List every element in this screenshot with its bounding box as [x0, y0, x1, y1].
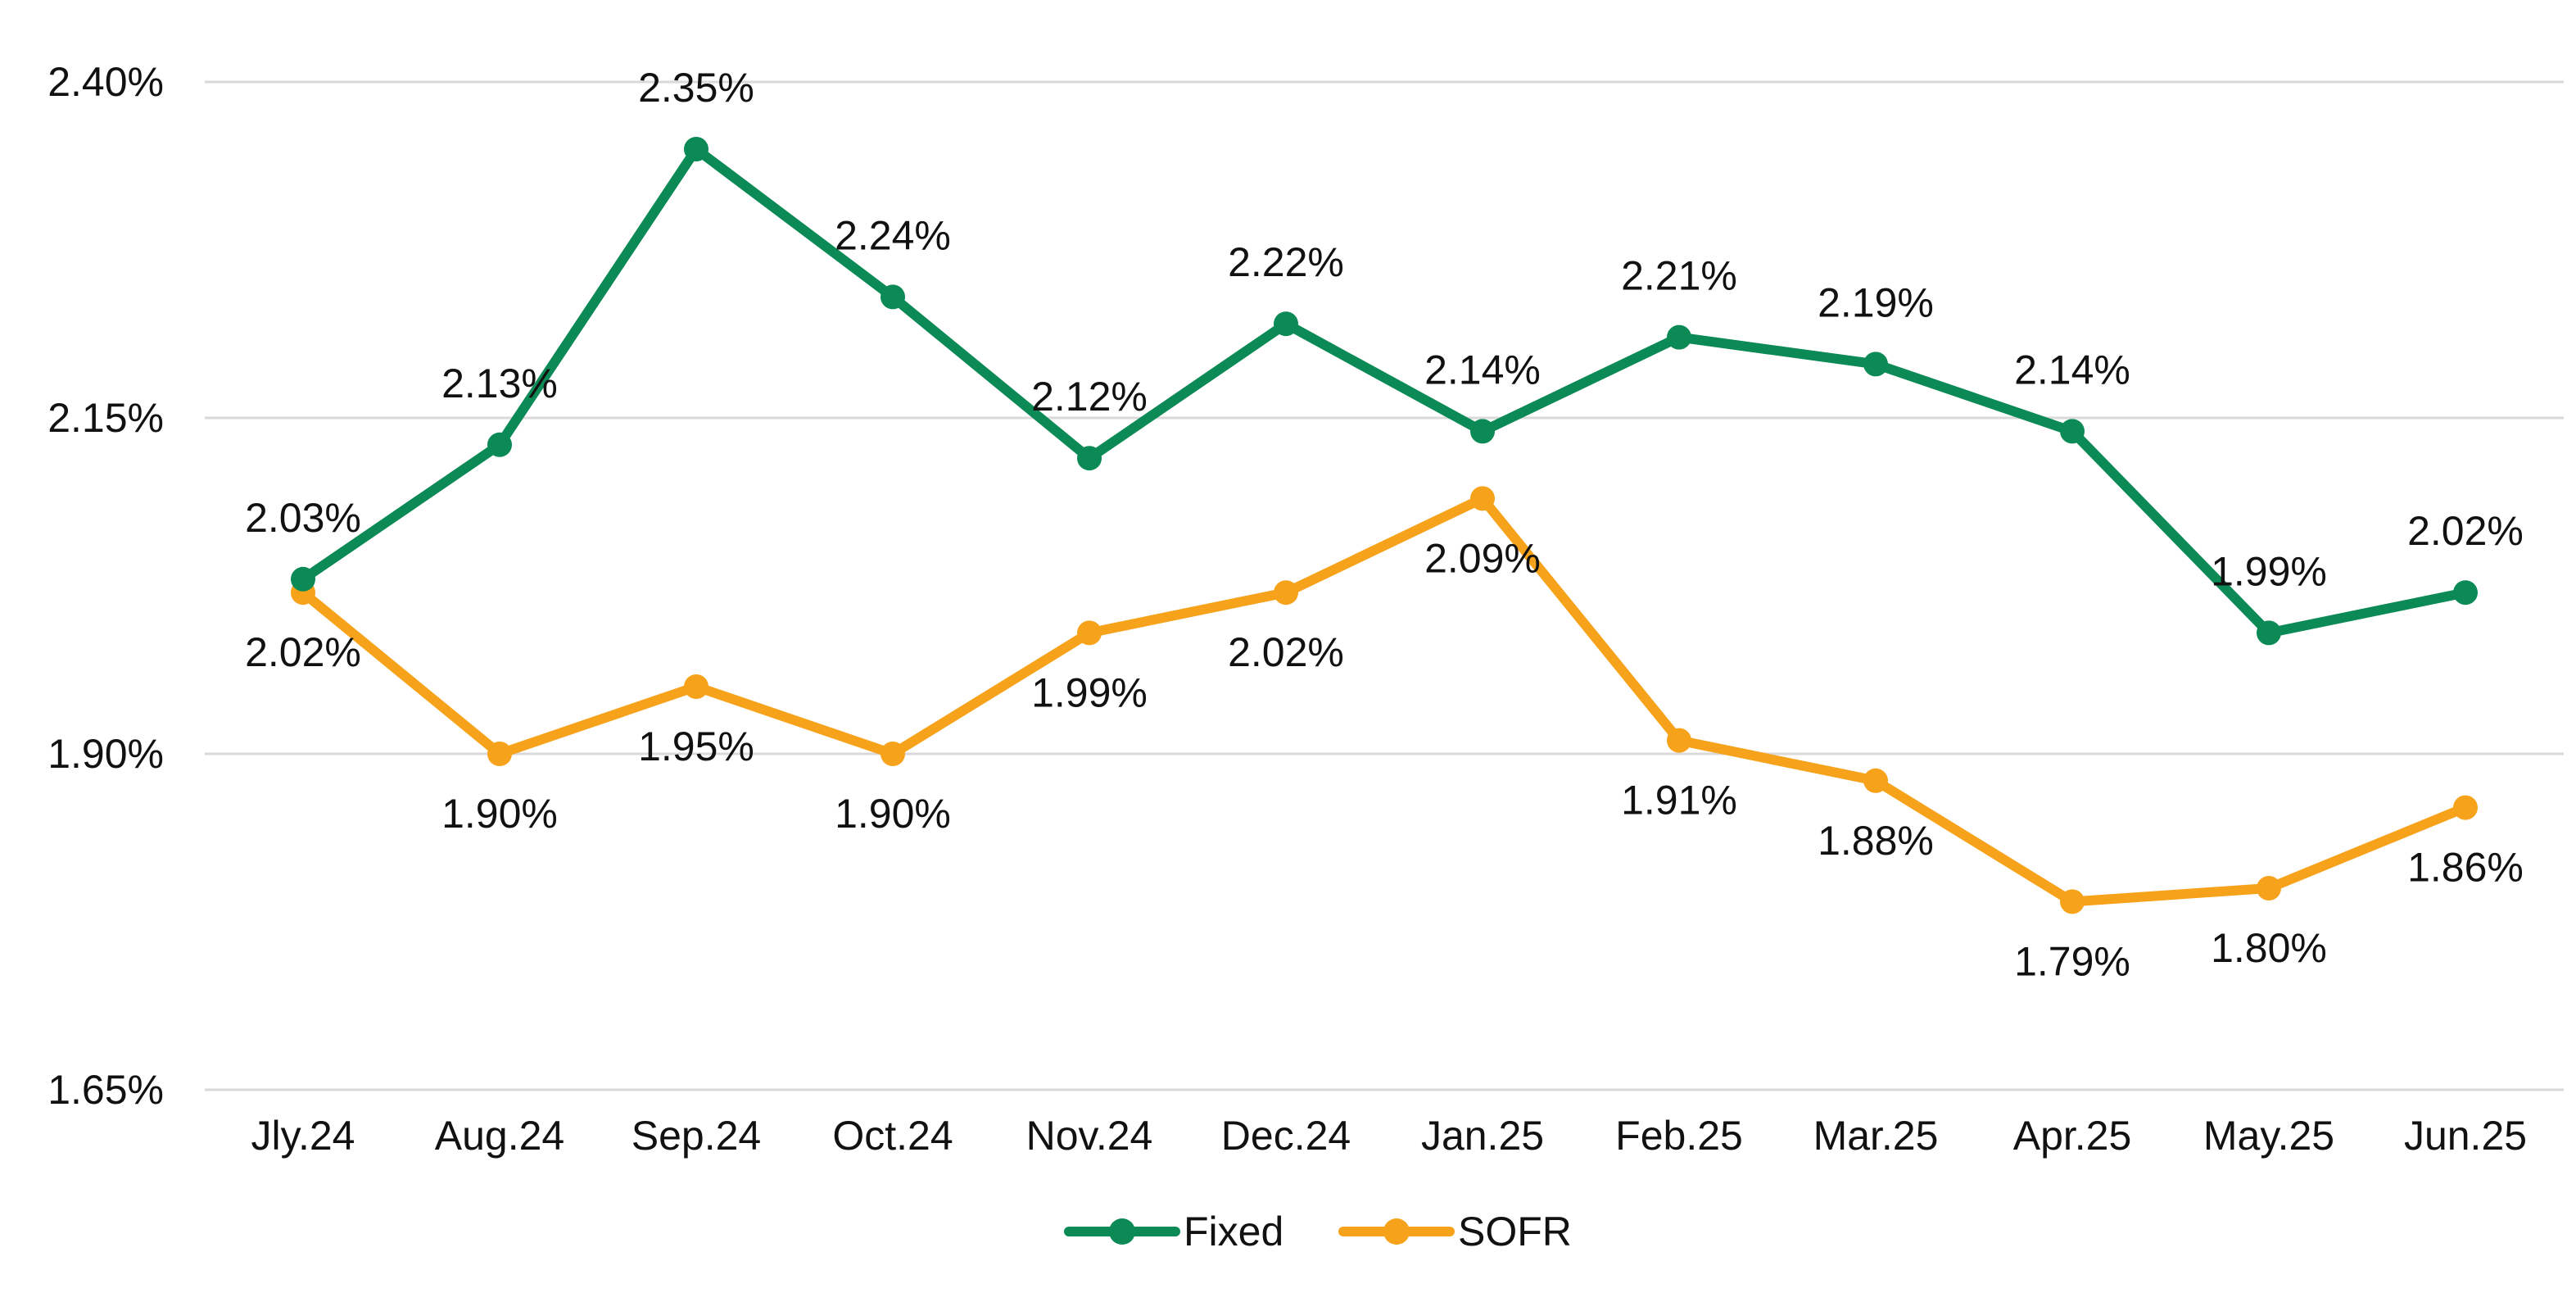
data-point [487, 742, 512, 766]
x-tick-label: Jly.24 [251, 1113, 355, 1159]
data-label: 1.90% [441, 791, 558, 837]
data-label: 2.35% [638, 65, 754, 111]
x-tick-label: May.25 [2203, 1113, 2334, 1159]
series-sofr [291, 486, 2478, 914]
data-label: 2.02% [245, 629, 361, 675]
data-label: 1.86% [2407, 845, 2524, 891]
data-label: 2.02% [1228, 629, 1344, 675]
data-label: 2.24% [835, 212, 951, 258]
data-point [487, 432, 512, 457]
data-label: 1.88% [1818, 818, 1934, 864]
data-point [291, 566, 315, 592]
series-fixed [291, 137, 2478, 646]
data-point [2060, 889, 2085, 914]
data-labels: 2.03% 2.13% 2.35% 2.24% 2.12% 2.22% 2.14% 2.21%… [245, 65, 2524, 984]
data-point [1274, 580, 1298, 606]
data-label: 1.91% [1621, 778, 1737, 823]
legend-label: Fixed [1184, 1209, 1283, 1254]
y-tick-label: 2.40% [48, 59, 164, 105]
data-point [2257, 620, 2281, 646]
y-tick-label: 1.90% [48, 731, 164, 777]
data-point [1470, 486, 1495, 511]
data-label: 2.22% [1228, 239, 1344, 285]
legend-label: SOFR [1458, 1209, 1572, 1254]
data-label: 2.03% [245, 495, 361, 541]
data-point [1077, 620, 1102, 646]
series [291, 137, 2478, 914]
data-point [684, 674, 709, 699]
data-point [2453, 795, 2478, 820]
grid-lines [205, 80, 2564, 1091]
series-line [298, 493, 2470, 907]
x-tick-label: Nov.24 [1026, 1113, 1153, 1159]
data-label: 1.99% [2211, 548, 2327, 594]
legend-item-fixed: Fixed [1064, 1209, 1283, 1254]
data-label: 2.02% [2407, 508, 2524, 554]
data-point [1863, 352, 1888, 377]
data-label: 2.13% [441, 361, 558, 406]
data-label: 2.14% [2014, 347, 2130, 392]
y-tick-label: 1.65% [48, 1067, 164, 1113]
y-axis-ticks: 1.65% 1.90% 2.15% 2.40% [48, 59, 164, 1113]
data-label: 2.19% [1818, 279, 1934, 325]
data-point [881, 284, 905, 310]
data-point [1667, 728, 1691, 753]
x-tick-label: Aug.24 [435, 1113, 564, 1159]
x-tick-label: Apr.25 [2013, 1113, 2132, 1159]
y-tick-label: 2.15% [48, 395, 164, 441]
data-point [2257, 876, 2281, 901]
data-label: 2.14% [1424, 347, 1541, 392]
x-tick-label: Feb.25 [1615, 1113, 1743, 1159]
legend: Fixed SOFR [1064, 1209, 1572, 1254]
data-label: 2.21% [1621, 253, 1737, 299]
x-axis-ticks: Jly.24 Aug.24 Sep.24 Oct.24 Nov.24 Dec.24 Jan.… [251, 1113, 2528, 1159]
x-tick-label: Jan.25 [1421, 1113, 1544, 1159]
data-point [881, 742, 905, 766]
data-label: 1.79% [2014, 938, 2130, 984]
data-point [2060, 419, 2085, 444]
data-label: 1.90% [835, 791, 951, 837]
data-point [1274, 311, 1298, 337]
series-line [298, 144, 2470, 638]
data-point [1470, 419, 1495, 444]
data-point [1863, 768, 1888, 793]
legend-item-sofr: SOFR [1338, 1209, 1572, 1254]
x-tick-label: Sep.24 [632, 1113, 761, 1159]
x-tick-label: Dec.24 [1221, 1113, 1351, 1159]
data-point [2453, 580, 2478, 606]
x-tick-label: Mar.25 [1813, 1113, 1939, 1159]
data-point [684, 137, 709, 161]
data-label: 2.12% [1031, 374, 1148, 420]
data-label: 2.09% [1424, 535, 1541, 581]
data-label: 1.80% [2211, 925, 2327, 971]
x-tick-label: Jun.25 [2404, 1113, 2527, 1159]
legend-marker [1109, 1218, 1135, 1245]
x-tick-label: Oct.24 [832, 1113, 953, 1159]
legend-marker [1383, 1218, 1410, 1245]
data-label: 1.99% [1031, 669, 1148, 715]
data-point [1077, 446, 1102, 471]
data-point [1667, 324, 1691, 350]
data-label: 1.95% [638, 724, 754, 769]
